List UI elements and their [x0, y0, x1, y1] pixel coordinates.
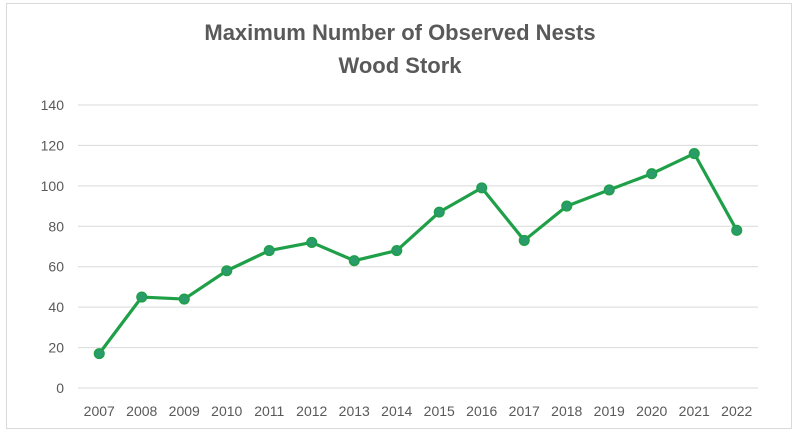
data-point-2018 [561, 200, 573, 212]
x-tick-label: 2019 [594, 403, 625, 419]
y-tick-label: 60 [48, 259, 64, 275]
x-tick-label: 2007 [84, 403, 115, 419]
data-point-2009 [178, 293, 190, 305]
data-point-2012 [306, 236, 318, 249]
y-tick-label: 20 [48, 340, 64, 356]
x-tick-label: 2015 [424, 403, 455, 419]
x-tick-label: 2016 [466, 403, 497, 419]
data-point-2016 [476, 182, 488, 194]
x-tick-label: 2012 [296, 403, 327, 419]
series-layer [93, 147, 743, 360]
data-point-2019 [603, 184, 615, 196]
y-tick-label: 100 [41, 178, 65, 194]
y-tick-label: 80 [48, 218, 64, 234]
x-tick-label: 2021 [679, 403, 710, 419]
data-point-2011 [263, 244, 275, 257]
data-point-2021 [688, 147, 700, 160]
data-point-2007 [93, 348, 105, 360]
x-tick-label: 2013 [339, 403, 370, 419]
y-axis-tick-labels: 0 20 40 60 80 100 120 140 [41, 97, 65, 396]
data-point-2020 [646, 168, 658, 180]
y-tick-label: 140 [41, 97, 65, 113]
x-tick-label: 2018 [551, 403, 582, 419]
chart-title-line-2: Wood Stork [338, 53, 462, 78]
data-point-2022 [731, 224, 743, 236]
data-point-2010 [221, 265, 233, 277]
x-tick-label: 2011 [254, 403, 284, 419]
x-tick-label: 2009 [169, 403, 200, 419]
grid-lines [78, 104, 758, 389]
data-point-2015 [433, 206, 445, 218]
series-line [97, 151, 739, 356]
data-point-2013 [348, 255, 360, 267]
y-tick-label: 0 [56, 380, 64, 396]
y-tick-label: 120 [41, 137, 65, 153]
y-tick-label: 40 [48, 299, 64, 315]
chart-title-line-1: Maximum Number of Observed Nests [204, 20, 596, 45]
x-tick-label: 2022 [721, 403, 752, 419]
x-tick-label: 2014 [381, 403, 412, 419]
x-tick-label: 2008 [126, 403, 157, 419]
x-tick-label: 2010 [211, 403, 242, 419]
x-tick-label: 2017 [509, 403, 540, 419]
data-point-2014 [391, 244, 403, 257]
data-point-2008 [136, 291, 148, 303]
data-point-2017 [518, 234, 530, 246]
chart-frame [6, 3, 792, 429]
x-tick-label: 2020 [636, 403, 667, 419]
x-axis-tick-labels: 2007 2008 2009 2010 2011 2012 2013 2014 2015 2016… [84, 403, 753, 419]
